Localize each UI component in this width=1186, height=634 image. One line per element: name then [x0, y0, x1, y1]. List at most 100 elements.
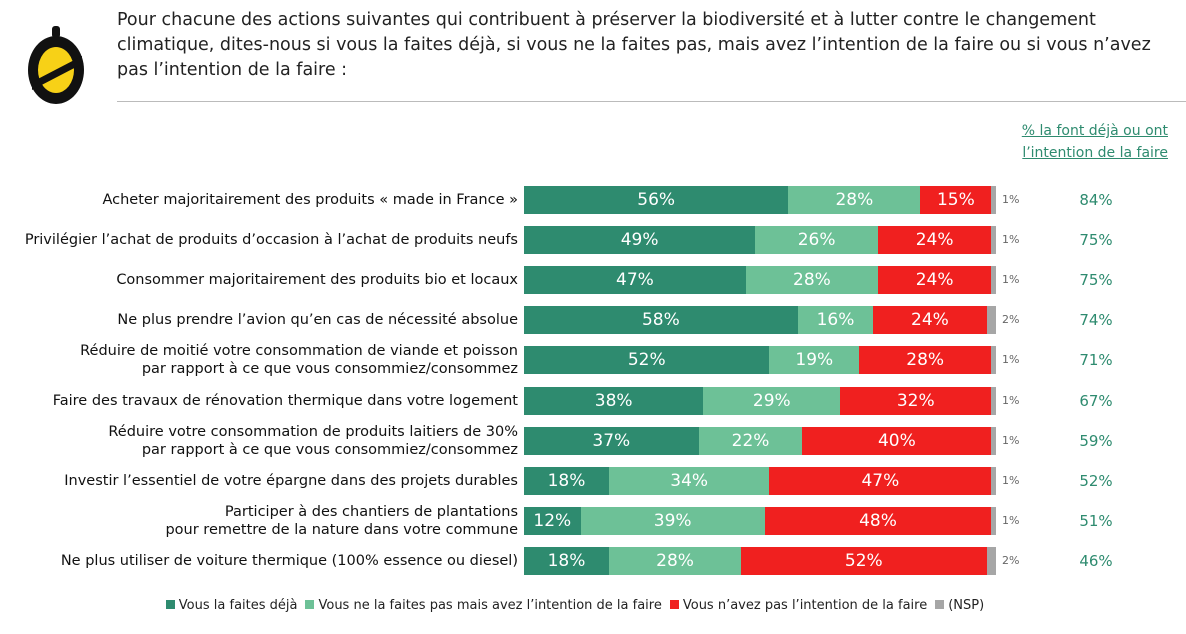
bar-segment: 26% — [755, 226, 878, 255]
bar-segment — [991, 466, 996, 495]
logo — [28, 26, 84, 104]
bar-segment: 56% — [524, 186, 789, 214]
legend-label: (NSP) — [948, 598, 985, 613]
bar-segment: 12% — [524, 506, 581, 535]
bar-value-label: 18% — [547, 470, 586, 491]
total-label: 67% — [1079, 391, 1113, 410]
legend-swatch — [669, 600, 679, 609]
bar-value-label: 28% — [906, 350, 945, 371]
bar-segment — [991, 346, 996, 375]
legend-item: (NSP) — [935, 598, 984, 613]
bar-value-label: 18% — [547, 550, 586, 571]
legend-label: Vous ne la faites pas mais avez l’intent… — [318, 598, 662, 613]
total-label: 75% — [1079, 231, 1113, 250]
nsp-value-label: 1% — [1002, 393, 1020, 407]
total-label: 84% — [1079, 191, 1113, 209]
bar-value-label: 37% — [592, 430, 631, 451]
nsp-value-label: 1% — [1002, 193, 1020, 206]
bar-segment — [991, 266, 996, 295]
category-label: Ne plus utiliser de voiture thermique (1… — [60, 552, 518, 569]
legend-swatch — [935, 600, 945, 609]
nsp-value-label: 1% — [1002, 273, 1020, 287]
bar-segment — [991, 186, 996, 214]
bar-segment: 58% — [524, 306, 798, 335]
total-label: 59% — [1079, 431, 1113, 450]
nsp-value-label: 2% — [1002, 313, 1020, 327]
bar-value-label: 48% — [859, 510, 897, 531]
total-label: 74% — [1079, 311, 1113, 330]
bar-segment: 48% — [764, 506, 992, 535]
category-label: Consommer majoritairement des produits b… — [116, 272, 518, 289]
bar-segment: 49% — [524, 226, 756, 255]
legend-label: Vous la faites déjà — [178, 598, 298, 613]
legend: Vous la faites déjà Vous ne la faites pas… — [0, 598, 1150, 613]
legend-swatch — [165, 600, 175, 609]
divider — [117, 101, 1186, 102]
legend-item: Vous la faites déjà — [165, 598, 298, 613]
total-label: 52% — [1079, 471, 1113, 490]
bar-segment: 28% — [859, 346, 992, 375]
bar-segment: 18% — [524, 466, 609, 495]
category-label: Ne plus prendre l’avion qu’en cas de néc… — [117, 312, 518, 329]
bar-segment: 28% — [745, 266, 878, 295]
bar-segment: 18% — [524, 546, 609, 575]
bar-segment — [991, 386, 996, 415]
bar-segment: 15% — [920, 186, 992, 214]
chart-title: Pour chacune des actions suivantes qui c… — [117, 10, 1151, 80]
bar-value-label: 52% — [844, 550, 883, 571]
bar-segment: 40% — [802, 426, 992, 455]
bar-value-label: 24% — [915, 230, 954, 251]
bar-segment: 47% — [769, 466, 992, 495]
total-label: 75% — [1079, 271, 1113, 290]
bar-value-label: 58% — [641, 310, 680, 331]
bar-value-label: 12% — [533, 510, 572, 531]
bar-segment: 47% — [524, 266, 746, 295]
bar-segment: 24% — [878, 226, 992, 255]
totals-title: % la font déjà ou ont l’intention de la … — [1021, 123, 1168, 161]
bar-value-label: 24% — [915, 270, 954, 291]
bar-value-label: 40% — [877, 430, 916, 451]
category-label: Réduire de moitié votre consommation de … — [80, 343, 518, 378]
total-label: 46% — [1079, 551, 1113, 570]
bar-segment: 16% — [797, 306, 874, 335]
total-label: 71% — [1079, 351, 1113, 370]
bar-segment: 29% — [703, 386, 841, 415]
bar-value-label: 47% — [861, 470, 900, 491]
bar-value-label: 22% — [731, 430, 770, 451]
category-label: Privilégier l’achat de produits d’occasi… — [24, 232, 518, 249]
category-label: Investir l’essentiel de votre épargne da… — [64, 472, 518, 489]
bar-segment: 24% — [878, 266, 992, 295]
bar-value-label: 28% — [793, 270, 831, 291]
bar-segment: 39% — [580, 506, 765, 535]
bar-value-label: 24% — [911, 310, 949, 331]
bar-value-label: 26% — [797, 230, 836, 251]
total-label: 51% — [1079, 511, 1113, 530]
bar-segment: 19% — [769, 346, 860, 375]
bar-segment — [991, 226, 996, 255]
category-label: Acheter majoritairement des produits « m… — [102, 192, 518, 208]
bar-segment: 34% — [608, 466, 770, 495]
bar-value-label: 52% — [627, 350, 666, 371]
bar-value-label: 49% — [620, 230, 659, 251]
bar-value-label: 16% — [816, 310, 855, 331]
bar-segment: 38% — [524, 386, 704, 415]
nsp-value-label: 1% — [1002, 233, 1020, 247]
bar-value-label: 34% — [670, 470, 709, 491]
legend-label: Vous n’avez pas l’intention de la faire — [682, 598, 928, 613]
bar-value-label: 28% — [656, 550, 694, 571]
legend-item: Vous n’avez pas l’intention de la faire — [669, 598, 928, 613]
bar-value-label: 56% — [637, 190, 676, 210]
nsp-value-label: 2% — [1002, 553, 1020, 567]
bar-value-label: 32% — [896, 390, 935, 411]
bar-segment: 24% — [873, 306, 987, 335]
nsp-value-label: 1% — [1002, 433, 1020, 447]
bar-value-label: 47% — [616, 270, 654, 291]
bar-segment: 22% — [698, 426, 803, 455]
bar-segment: 52% — [741, 546, 987, 575]
bar-segment: 28% — [788, 186, 921, 214]
bar-segment: 37% — [524, 426, 699, 455]
nsp-value-label: 1% — [1002, 513, 1020, 527]
nsp-value-label: 1% — [1002, 353, 1020, 367]
category-label: Participer à des chantiers de plantation… — [165, 503, 518, 538]
bar-value-label: 28% — [835, 190, 874, 210]
